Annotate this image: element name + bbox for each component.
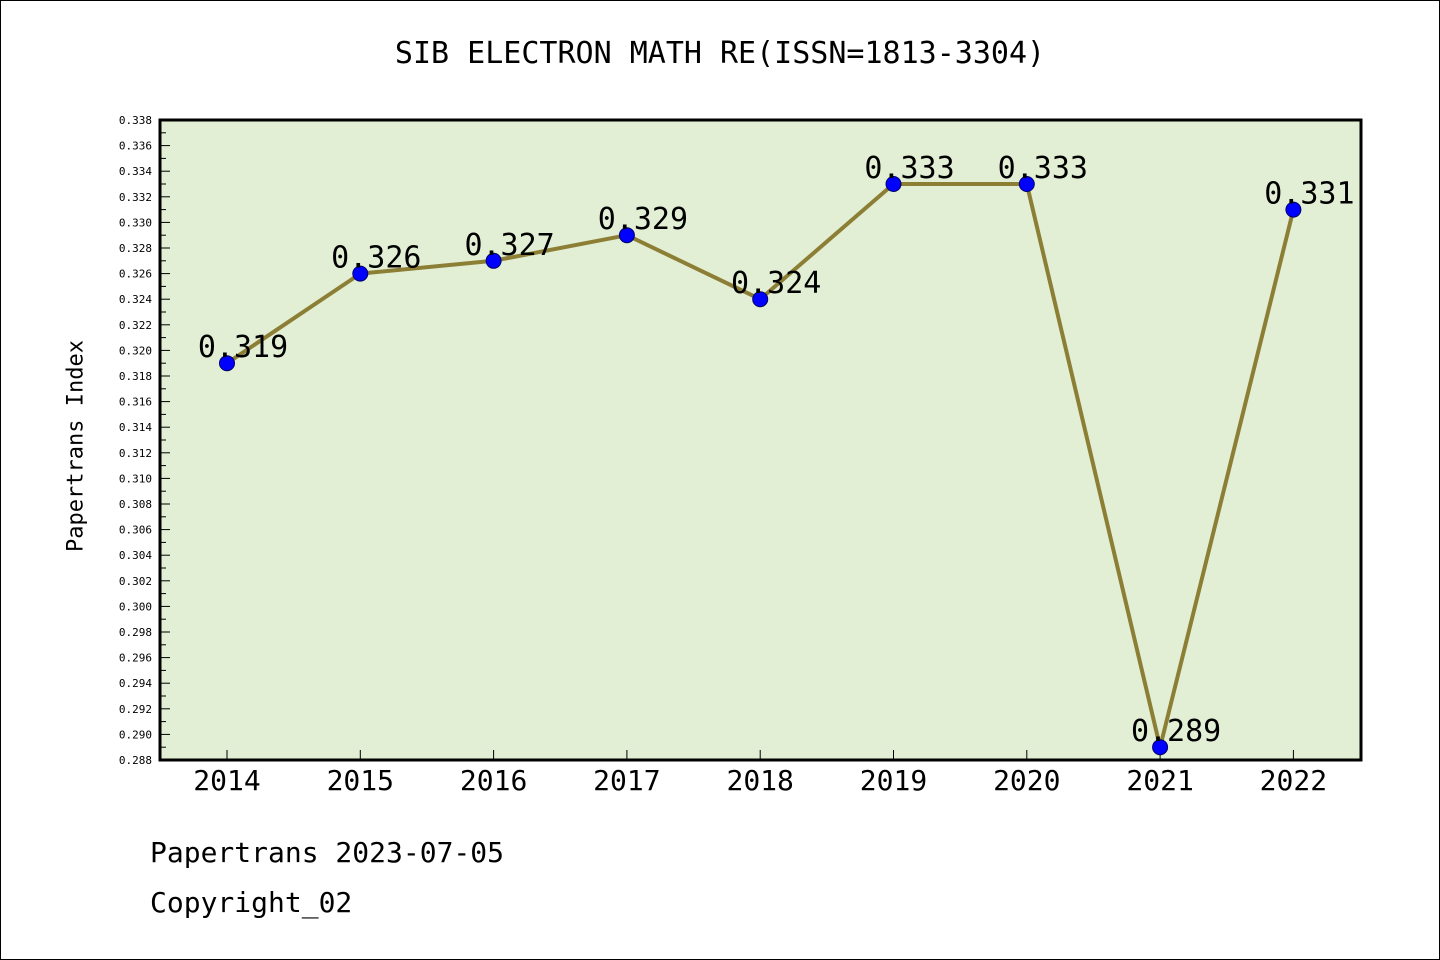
y-tick-label: 0.288 [119,754,152,767]
y-tick-label: 0.320 [119,344,152,357]
y-tick-label: 0.314 [119,421,152,434]
y-tick-label: 0.302 [119,575,152,588]
data-markers [219,176,1302,756]
y-tick-label: 0.316 [119,396,152,409]
x-tick-label: 2014 [193,764,260,797]
x-tick-label: 2019 [860,764,927,797]
y-tick-label: 0.332 [119,191,152,204]
y-tick-label: 0.298 [119,626,152,639]
y-tick-label: 0.324 [119,293,152,306]
data-label: 0.331 [1264,177,1354,212]
chart-title: SIB ELECTRON MATH RE(ISSN=1813-3304) [394,36,1046,71]
x-tick-label: 2015 [327,764,394,797]
data-point [752,291,769,308]
y-tick-label: 0.334 [119,165,152,178]
y-tick-label: 0.310 [119,472,152,485]
x-tick-label: 2020 [993,764,1060,797]
data-label: 0.333 [998,151,1088,186]
y-tick-label: 0.308 [119,498,152,511]
plot-border [158,118,1363,762]
y-tick-label: 0.294 [119,677,152,690]
data-point [885,176,902,192]
x-tick-label: 2017 [593,764,660,797]
y-tick-label: 0.306 [119,524,152,537]
footer-date: Papertrans 2023-07-05 [150,836,505,869]
data-label: 0.289 [1131,714,1221,749]
data-label: 0.329 [598,202,688,237]
y-tick-label: 0.300 [119,600,152,613]
data-point [352,265,369,282]
plot-area [160,120,1361,760]
data-point [1285,201,1302,218]
y-tick-label: 0.292 [119,703,152,716]
data-point [618,227,635,244]
y-tick-label: 0.330 [119,216,152,229]
y-tick-label: 0.312 [119,447,152,460]
y-tick-label: 0.338 [119,114,152,127]
x-tick-label: 2016 [460,764,527,797]
y-tick-label: 0.318 [119,370,152,383]
x-tick-label: 2022 [1260,764,1327,797]
data-label: 0.319 [198,330,288,365]
data-point [1018,176,1035,192]
data-point [219,355,235,372]
y-tick-label: 0.328 [119,242,152,255]
y-tick-label: 0.290 [119,728,152,741]
footer-copyright: Copyright_02 [150,886,353,919]
y-tick-label: 0.296 [119,652,152,665]
x-tick-label: 2018 [726,764,793,797]
data-point [1152,739,1169,756]
data-labels: 0.319 0.326 0.327 0.329 0.324 0.333 0.333 0.289… [198,151,1355,749]
y-tick-label: 0.322 [119,319,152,332]
x-axis: 2014 2015 2016 2017 2018 2019 2020 2021 2022 [193,750,1327,797]
y-tick-label: 0.336 [119,140,152,153]
data-label: 0.327 [464,228,554,263]
x-tick-label: 2021 [1126,764,1193,797]
data-label: 0.333 [864,151,954,186]
data-point [485,252,502,269]
data-label: 0.326 [331,241,421,276]
y-tick-label: 0.304 [119,549,152,562]
data-label: 0.324 [731,266,821,301]
y-axis: 0.288 0.290 0.292 0.294 0.296 0.298 0.300 0.302… [119,114,170,767]
y-tick-label: 0.326 [119,268,152,281]
